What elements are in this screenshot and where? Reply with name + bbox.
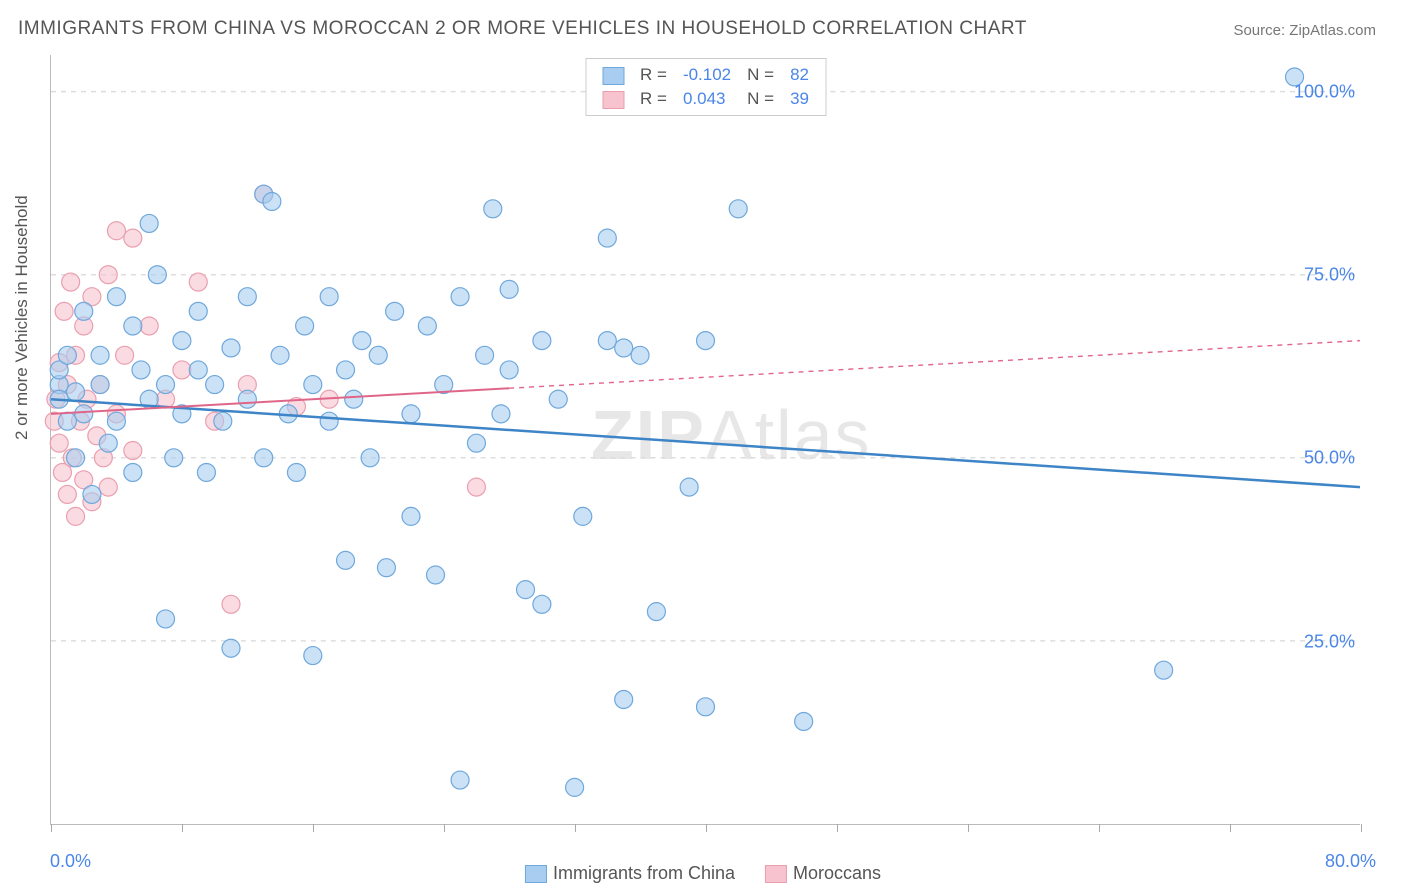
swatch-moroccan <box>602 91 624 109</box>
stat-R-china: -0.102 <box>675 63 739 87</box>
x-min-label: 0.0% <box>50 851 91 872</box>
chart-title: IMMIGRANTS FROM CHINA VS MOROCCAN 2 OR M… <box>18 18 1027 40</box>
x-tick <box>968 824 969 832</box>
x-max-label: 80.0% <box>1325 851 1376 872</box>
y-axis-label: 2 or more Vehicles in Household <box>12 195 32 440</box>
x-tick <box>1099 824 1100 832</box>
stats-row-china: R = -0.102 N = 82 <box>594 63 817 87</box>
legend-item-moroccan: Moroccans <box>765 863 881 884</box>
legend-label-china: Immigrants from China <box>553 863 735 883</box>
plot-area: ZIPAtlas R = -0.102 N = 82 R = 0.043 N =… <box>50 55 1360 825</box>
swatch-china <box>602 67 624 85</box>
x-tick <box>575 824 576 832</box>
swatch-china-icon <box>525 865 547 883</box>
legend-item-china: Immigrants from China <box>525 863 735 884</box>
x-tick <box>444 824 445 832</box>
x-tick <box>706 824 707 832</box>
y-tick-label: 50.0% <box>1304 448 1355 469</box>
stat-R-label: R = <box>632 63 675 87</box>
stat-R-label: R = <box>632 87 675 111</box>
stat-N-label: N = <box>739 87 782 111</box>
x-tick <box>51 824 52 832</box>
bottom-legend: Immigrants from China Moroccans <box>525 863 881 884</box>
y-tick-label: 100.0% <box>1294 81 1355 102</box>
stats-row-moroccan: R = 0.043 N = 39 <box>594 87 817 111</box>
stat-N-moroccan: 39 <box>782 87 817 111</box>
stat-R-moroccan: 0.043 <box>675 87 739 111</box>
chart-svg <box>51 55 1360 824</box>
stat-N-label: N = <box>739 63 782 87</box>
x-tick <box>837 824 838 832</box>
stats-legend: R = -0.102 N = 82 R = 0.043 N = 39 <box>585 58 826 116</box>
y-tick-label: 75.0% <box>1304 265 1355 286</box>
x-tick <box>182 824 183 832</box>
stat-N-china: 82 <box>782 63 817 87</box>
legend-label-moroccan: Moroccans <box>793 863 881 883</box>
x-tick <box>1361 824 1362 832</box>
x-tick <box>1230 824 1231 832</box>
swatch-moroccan-icon <box>765 865 787 883</box>
x-tick <box>313 824 314 832</box>
source-attribution: Source: ZipAtlas.com <box>1233 22 1376 39</box>
y-tick-label: 25.0% <box>1304 631 1355 652</box>
